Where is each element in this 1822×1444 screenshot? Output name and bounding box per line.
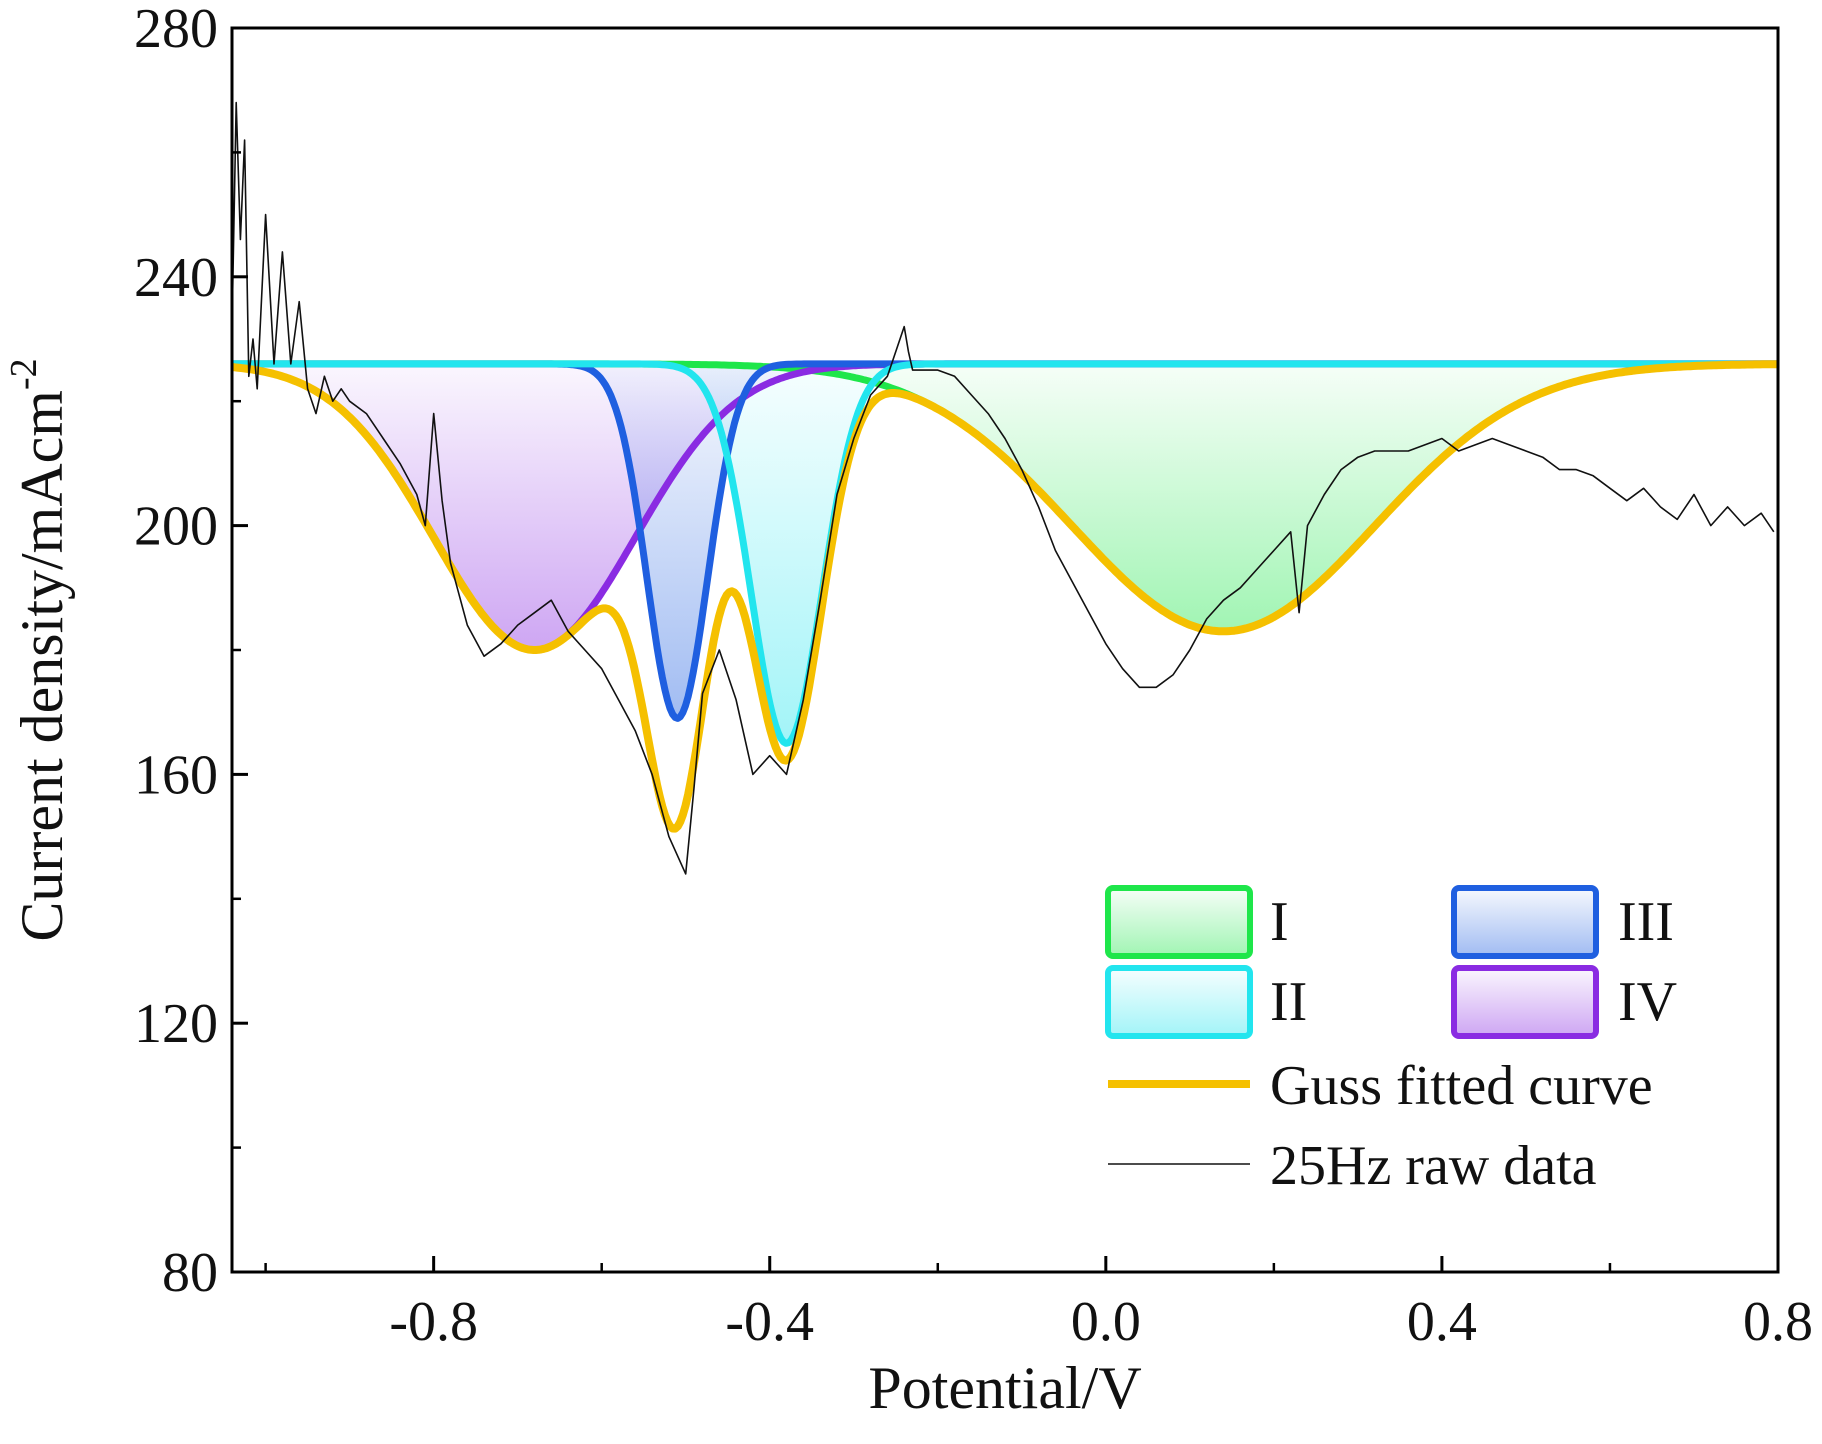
y-tick-label: 200 (134, 496, 218, 558)
legend-item-i: I (1105, 885, 1289, 959)
legend-item-fitted: Guss fitted curve (1108, 1055, 1653, 1117)
legend-item-raw: 25Hz raw data (1108, 1135, 1597, 1197)
legend-swatch (1105, 965, 1253, 1039)
axes-layer: -0.8 -0.4 0.0 0.4 0.8 80 120 160 200 240 280 Potent… (3, 0, 1813, 1421)
raw-data-line (231, 101, 1775, 875)
y-axis-title-main: Current density/mAcm (9, 390, 75, 942)
y-tick-label: 120 (134, 993, 218, 1055)
legend-label-fitted: Guss fitted curve (1270, 1055, 1653, 1117)
y-tick-label: 80 (162, 1242, 218, 1304)
x-tick-label: -0.8 (389, 1291, 478, 1353)
y-axis-title: Current density/mAcm-2 (3, 358, 75, 941)
x-tick-label: 0.4 (1407, 1291, 1477, 1353)
fitted-curve (230, 360, 1780, 833)
peak-fill-i (232, 363, 1778, 632)
legend-label: III (1618, 891, 1674, 953)
peak-curve-ii (231, 360, 1779, 747)
legend-label: II (1270, 971, 1307, 1033)
legend-item-iv: IV (1451, 965, 1677, 1039)
peak-fill-iv (232, 363, 1778, 650)
x-tick-label: -0.4 (725, 1291, 814, 1353)
legend-swatch (1451, 965, 1599, 1039)
legend-label: I (1270, 891, 1289, 953)
peak-fill-layer (232, 363, 1778, 744)
legend-swatch (1105, 885, 1253, 959)
x-axis-title: Potential/V (868, 1355, 1141, 1421)
legend-label-raw: 25Hz raw data (1270, 1135, 1597, 1197)
legend-item-ii: II (1105, 965, 1307, 1039)
y-tick-label: 240 (134, 247, 218, 309)
curve-layer (230, 101, 1780, 875)
legend-label: IV (1618, 971, 1677, 1033)
legend-item-iii: III (1451, 885, 1674, 959)
x-tick-label: 0.8 (1743, 1291, 1813, 1353)
y-tick-label: 280 (134, 0, 218, 60)
legend-swatch (1451, 885, 1599, 959)
y-tick-label: 160 (134, 744, 218, 806)
y-axis-title-superscript: -2 (3, 358, 45, 390)
x-tick-label: 0.0 (1071, 1291, 1141, 1353)
